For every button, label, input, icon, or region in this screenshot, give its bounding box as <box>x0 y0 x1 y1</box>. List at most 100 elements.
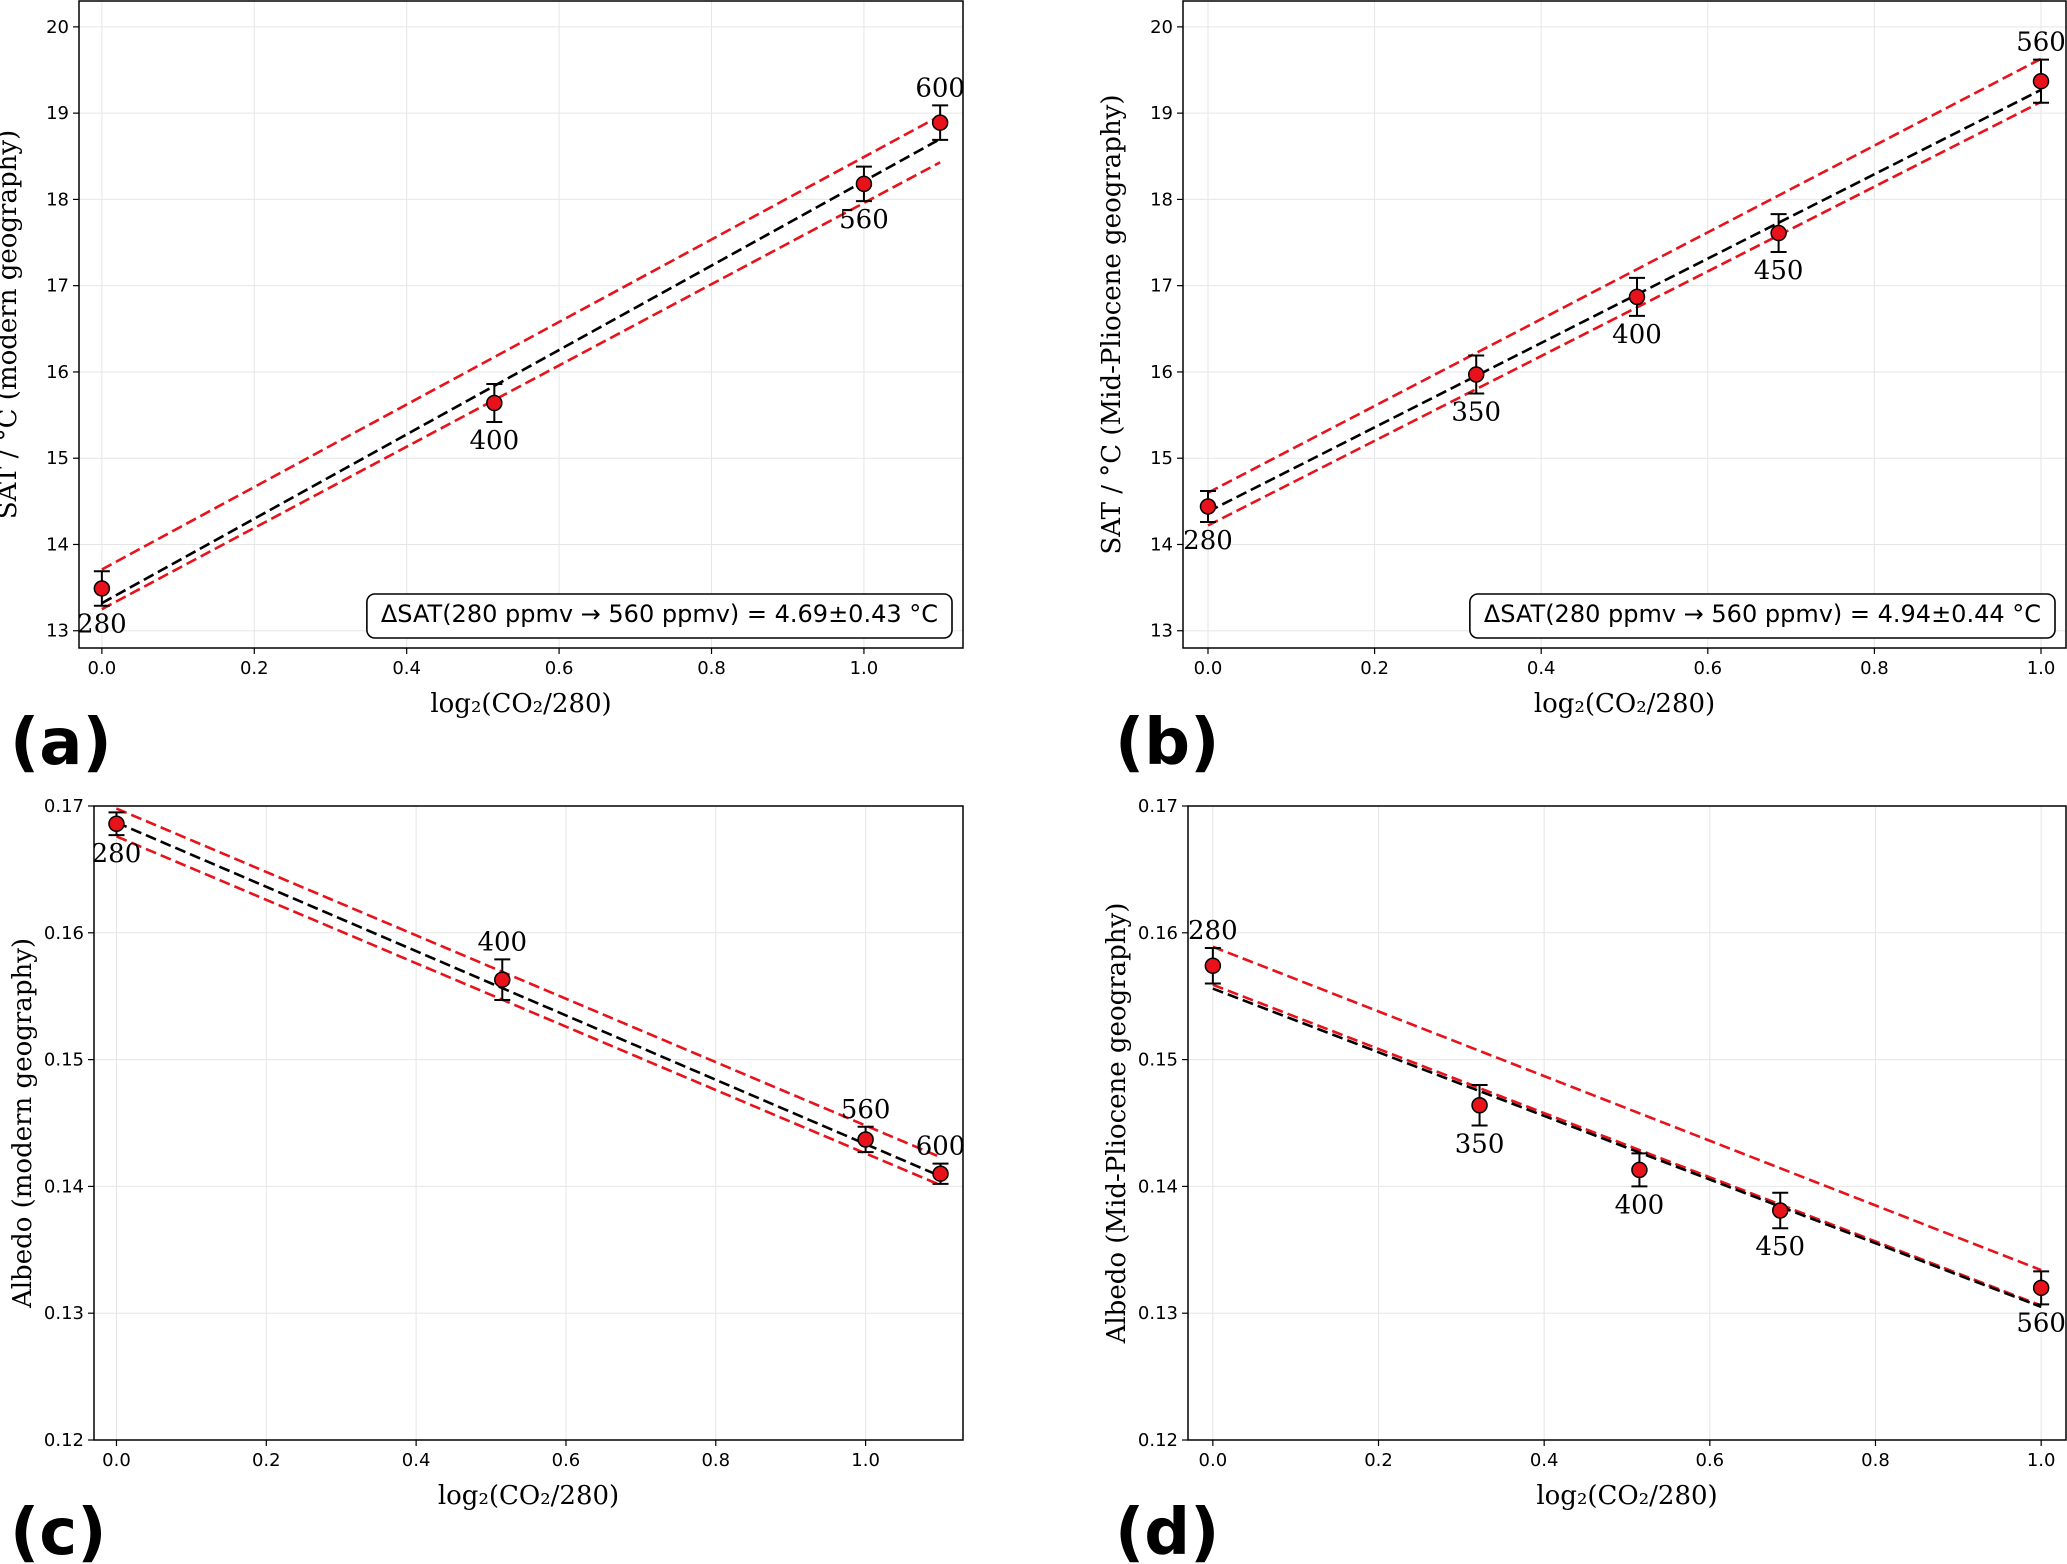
y-tick-label: 0.13 <box>44 1303 84 1324</box>
y-tick-label: 17 <box>46 276 69 297</box>
x-tick-label: 0.0 <box>1199 1450 1228 1471</box>
y-tick-label: 13 <box>1150 621 1173 642</box>
panel-label: (a) <box>10 706 112 780</box>
y-tick-label: 14 <box>46 534 69 555</box>
panel-label: (d) <box>1115 1496 1219 1564</box>
upper-bound-line <box>1212 945 2042 1272</box>
x-tick-label: 0.0 <box>1194 658 1223 679</box>
y-tick-label: 0.15 <box>1138 1050 1178 1071</box>
fit-line <box>101 137 941 605</box>
x-tick-label: 0.6 <box>545 658 574 679</box>
y-tick-label: 0.16 <box>1138 923 1178 944</box>
data-point <box>108 815 125 833</box>
data-point <box>855 175 873 193</box>
fit-line <box>1207 88 2042 513</box>
data-point <box>1631 1161 1648 1179</box>
fit-line <box>1212 987 2042 1309</box>
y-tick-label: 13 <box>46 621 69 642</box>
axes-frame <box>1182 0 2067 649</box>
x-axis-label: log₂(CO₂/280) <box>430 689 611 719</box>
data-point <box>1628 288 1646 306</box>
point-label: 400 <box>1615 1190 1665 1220</box>
y-tick-label: 14 <box>1150 534 1173 555</box>
y-tick-label: 0.13 <box>1138 1303 1178 1324</box>
point-label: 560 <box>841 1095 891 1125</box>
lower-bound-line <box>1207 100 2042 527</box>
data-point <box>1199 498 1217 515</box>
x-tick-label: 0.2 <box>1364 1450 1393 1471</box>
data-point <box>857 1131 874 1148</box>
y-tick-label: 0.12 <box>1138 1430 1178 1451</box>
y-tick-label: 0.17 <box>1138 796 1178 817</box>
y-axis-label: SAT / °C (Mid-Pliocene geography) <box>1097 94 1127 554</box>
axes-frame <box>78 0 964 649</box>
x-tick-label: 1.0 <box>851 1450 880 1471</box>
data-point <box>93 580 111 597</box>
upper-bound-line <box>101 114 941 571</box>
x-tick-label: 0.0 <box>102 1450 131 1471</box>
data-point <box>2032 72 2050 90</box>
x-axis-label: log₂(CO₂/280) <box>1536 1481 1717 1511</box>
x-tick-label: 0.8 <box>697 658 726 679</box>
y-tick-label: 15 <box>1150 448 1173 469</box>
y-tick-label: 18 <box>46 189 69 210</box>
x-tick-label: 0.8 <box>1861 1450 1890 1471</box>
panel-label: (b) <box>1115 706 1219 780</box>
y-tick-label: 0.17 <box>44 796 84 817</box>
y-tick-label: 20 <box>1150 17 1173 38</box>
data-point <box>1771 1202 1789 1219</box>
chart-panel-2: 280 350 400 450 560 0.0 0.2 0.4 0.6 0.8 1.0 13 14 15 1… <box>1097 0 2067 719</box>
x-axis-label: log₂(CO₂/280) <box>1534 689 1715 719</box>
data-point <box>494 971 511 988</box>
y-tick-label: 0.12 <box>44 1430 84 1451</box>
chart-panel-1: 280 400 560 600 0.0 0.2 0.4 0.6 0.8 1.0 13 14 15 16 17… <box>0 0 965 719</box>
x-tick-label: 0.4 <box>402 1450 431 1471</box>
y-tick-label: 0.14 <box>44 1176 84 1197</box>
point-label: 400 <box>477 927 527 957</box>
y-tick-label: 17 <box>1150 276 1173 297</box>
fit-line <box>115 821 942 1178</box>
y-axis-label: Albedo (modern geography) <box>8 938 38 1309</box>
x-tick-label: 0.2 <box>252 1450 281 1471</box>
x-tick-label: 1.0 <box>2027 658 2056 679</box>
axes-frame <box>1187 805 2067 1441</box>
annotation-box <box>1469 593 2056 639</box>
y-tick-label: 19 <box>1150 103 1173 124</box>
upper-bound-line <box>1207 57 2042 494</box>
x-axis-label: log₂(CO₂/280) <box>438 1481 619 1511</box>
point-label: 280 <box>1188 916 1238 946</box>
x-tick-label: 0.6 <box>1696 1450 1725 1471</box>
x-tick-label: 1.0 <box>2027 1450 2056 1471</box>
x-tick-label: 1.0 <box>850 658 879 679</box>
x-tick-label: 0.4 <box>392 658 421 679</box>
upper-bound-line <box>115 807 942 1159</box>
data-point <box>2032 1279 2050 1297</box>
y-tick-label: 0.16 <box>44 923 84 944</box>
x-tick-label: 0.8 <box>701 1450 730 1471</box>
chart-panel-3: 280 400 560 600 0.0 0.2 0.4 0.6 0.8 1.0 0.12 0.13 0.… <box>8 796 965 1511</box>
y-tick-label: 0.14 <box>1138 1176 1178 1197</box>
point-label: 280 <box>92 839 142 869</box>
data-point <box>486 394 503 412</box>
lower-bound-line <box>101 161 941 611</box>
y-tick-label: 0.15 <box>44 1050 84 1071</box>
x-tick-label: 0.6 <box>1693 658 1722 679</box>
axes-frame <box>93 805 964 1441</box>
point-label: 400 <box>1612 320 1662 350</box>
data-point <box>1467 366 1485 383</box>
point-label: 600 <box>916 1132 966 1162</box>
data-point <box>1471 1096 1488 1114</box>
y-tick-label: 15 <box>46 448 69 469</box>
x-tick-label: 0.2 <box>240 658 269 679</box>
point-label: 280 <box>77 610 127 640</box>
data-point <box>932 1165 949 1182</box>
point-label: 560 <box>839 205 889 235</box>
y-tick-label: 16 <box>1150 362 1173 383</box>
x-tick-label: 0.2 <box>1360 658 1389 679</box>
annotation-text: ΔSAT(280 ppmv → 560 ppmv) = 4.94±0.44 °C <box>1484 600 2041 628</box>
annotation-text: ΔSAT(280 ppmv → 560 ppmv) = 4.69±0.43 °C <box>381 600 938 628</box>
y-tick-label: 16 <box>46 362 69 383</box>
panel-label: (c) <box>10 1496 106 1564</box>
y-tick-label: 20 <box>46 17 69 38</box>
